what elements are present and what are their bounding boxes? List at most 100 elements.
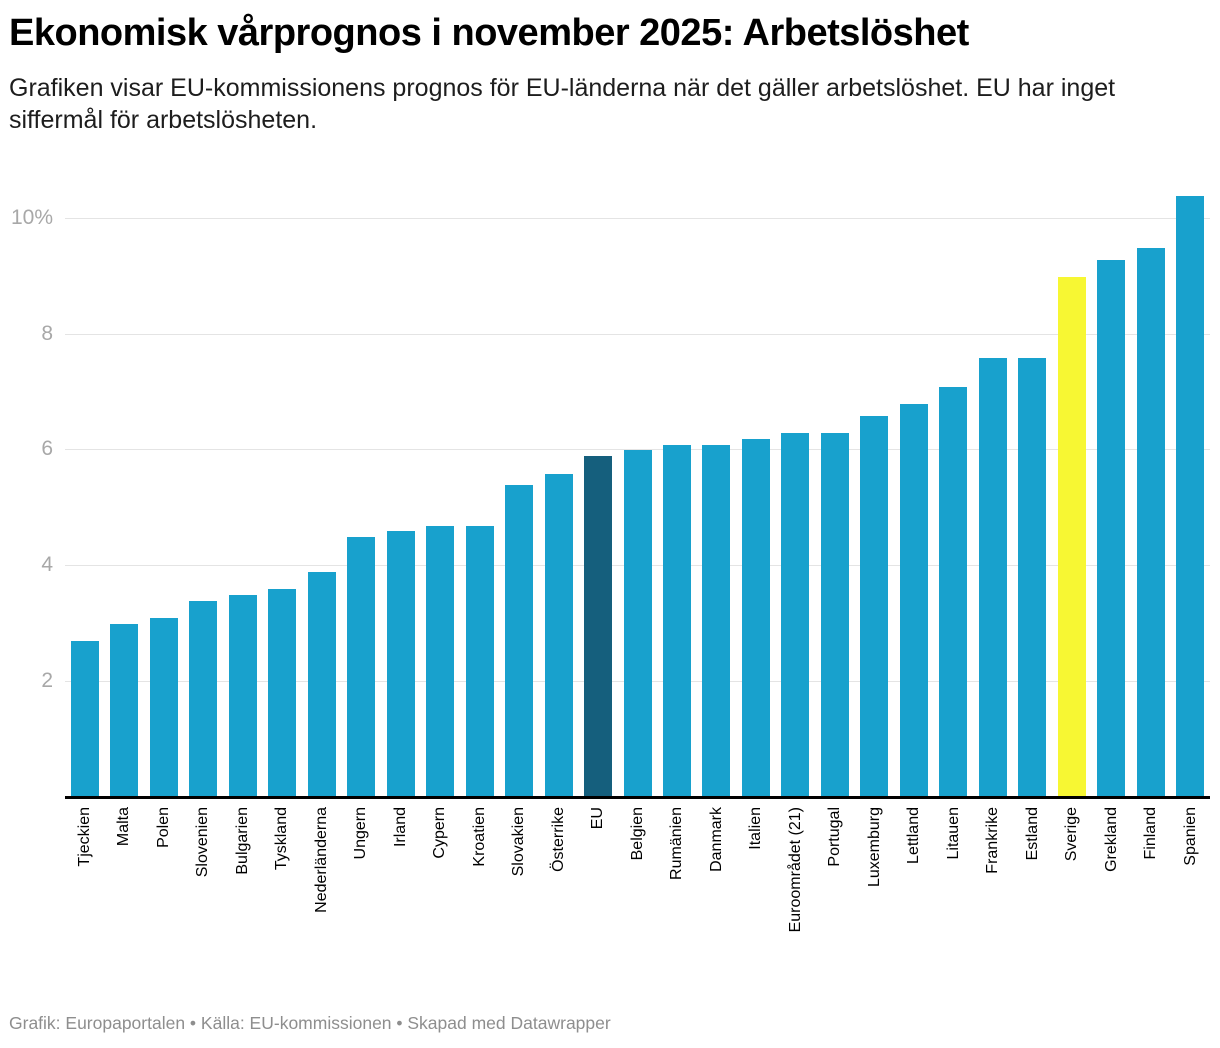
bar-estland[interactable] — [1018, 357, 1047, 798]
x-label-slot-irland: Irland — [381, 807, 420, 979]
bar-frankrike[interactable] — [978, 357, 1007, 798]
x-axis-label: Tyskland — [273, 806, 291, 870]
x-label-slot-kroatien: Kroatien — [460, 807, 499, 979]
bar-spanien[interactable] — [1176, 195, 1205, 798]
x-label-slot-portugal: Portugal — [815, 807, 854, 979]
x-axis-label: Bulgarien — [233, 806, 251, 875]
x-axis-label: Nederländerna — [312, 806, 330, 913]
x-axis-label: Lettland — [905, 806, 923, 864]
x-axis-label: Italien — [747, 806, 765, 850]
x-label-slot-slovakien: Slovakien — [499, 807, 538, 979]
bar-irland[interactable] — [386, 531, 415, 798]
y-axis-tick-label: 6 — [41, 437, 53, 461]
y-axis-tick-label: 4 — [41, 553, 53, 577]
x-label-slot-tjeckien: Tjeckien — [65, 807, 104, 979]
y-axis-tick-label: 8 — [41, 321, 53, 345]
x-label-slot-luxemburg: Luxemburg — [855, 807, 894, 979]
bar-slot-nederländerna — [302, 182, 341, 798]
x-axis-label: Kroatien — [470, 806, 488, 867]
bar-slot-grekland — [1092, 182, 1131, 798]
x-label-slot-nederländerna: Nederländerna — [302, 807, 341, 979]
x-label-slot-lettland: Lettland — [894, 807, 933, 979]
gridline-8: 8 — [41, 322, 1210, 345]
bar-slot-litauen — [934, 182, 973, 798]
bars-container — [65, 182, 1210, 798]
bar-ungern[interactable] — [347, 537, 376, 798]
bar-österrike[interactable] — [544, 473, 573, 798]
bar-slot-luxemburg — [855, 182, 894, 798]
bar-tyskland[interactable] — [268, 589, 297, 798]
x-label-slot-spanien: Spanien — [1171, 807, 1210, 979]
x-axis-label: Danmark — [707, 806, 725, 872]
x-label-slot-danmark: Danmark — [697, 807, 736, 979]
bar-slot-malta — [104, 182, 143, 798]
chart-area: 2 4 6 8 10% Tjeckien Malta Polen Slovenien Bulga… — [0, 182, 1220, 979]
bar-slot-euroområdet-21 — [776, 182, 815, 798]
x-axis-label: EU — [589, 806, 607, 829]
bar-litauen[interactable] — [939, 386, 968, 798]
x-label-slot-cypern: Cypern — [420, 807, 459, 979]
gridline-6: 6 — [41, 437, 1210, 460]
bar-luxemburg[interactable] — [860, 415, 889, 798]
bar-slovenien[interactable] — [189, 600, 218, 798]
x-axis-label: Finland — [1142, 806, 1160, 859]
x-axis-label: Slovakien — [510, 806, 528, 876]
x-axis-label: Ungern — [352, 806, 370, 859]
x-label-slot-litauen: Litauen — [934, 807, 973, 979]
x-axis-label: Polen — [154, 806, 172, 848]
bar-bulgarien[interactable] — [228, 595, 257, 798]
x-axis-label: Österrike — [549, 806, 567, 872]
plot-area: 2 4 6 8 10% — [11, 182, 1210, 799]
x-label-slot-belgien: Belgien — [618, 807, 657, 979]
x-axis-label: Malta — [115, 806, 133, 846]
x-axis-label: Sverige — [1063, 806, 1081, 861]
x-axis-label: Luxemburg — [865, 806, 883, 887]
bar-slot-cypern — [420, 182, 459, 798]
bar-polen[interactable] — [149, 618, 178, 798]
bar-nederländerna[interactable] — [307, 571, 336, 798]
bar-danmark[interactable] — [702, 444, 731, 798]
bar-cypern[interactable] — [426, 525, 455, 798]
bar-slot-irland — [381, 182, 420, 798]
bar-malta[interactable] — [110, 623, 139, 798]
bar-slot-ungern — [341, 182, 380, 798]
bar-slot-österrike — [539, 182, 578, 798]
bar-euroområdet-21[interactable] — [781, 433, 810, 798]
x-label-slot-finland: Finland — [1131, 807, 1170, 979]
bar-slovakien[interactable] — [505, 485, 534, 798]
bar-lettland[interactable] — [899, 404, 928, 798]
bar-slot-portugal — [815, 182, 854, 798]
x-axis-label: Euroområdet (21) — [786, 806, 804, 932]
x-axis-label: Rumänien — [668, 806, 686, 880]
bar-slot-belgien — [618, 182, 657, 798]
x-label-slot-tyskland: Tyskland — [262, 807, 301, 979]
x-axis-label: Grekland — [1102, 806, 1120, 872]
bar-belgien[interactable] — [623, 450, 652, 798]
x-label-slot-rumänien: Rumänien — [657, 807, 696, 979]
bar-tjeckien[interactable] — [70, 641, 99, 798]
x-axis-label: Tjeckien — [75, 806, 93, 867]
bar-slot-frankrike — [973, 182, 1012, 798]
x-axis-baseline — [65, 795, 1210, 799]
bar-kroatien[interactable] — [465, 525, 494, 798]
x-axis-label: Portugal — [826, 806, 844, 867]
x-label-slot-polen: Polen — [144, 807, 183, 979]
bar-eu[interactable] — [584, 456, 613, 798]
x-label-slot-österrike: Österrike — [539, 807, 578, 979]
bar-sverige[interactable] — [1057, 276, 1086, 798]
x-label-slot-malta: Malta — [104, 807, 143, 979]
bar-grekland[interactable] — [1097, 259, 1126, 798]
x-label-slot-italien: Italien — [736, 807, 775, 979]
bar-finland[interactable] — [1136, 247, 1165, 798]
x-label-slot-bulgarien: Bulgarien — [223, 807, 262, 979]
bar-italien[interactable] — [741, 438, 770, 798]
bar-slot-italien — [736, 182, 775, 798]
y-axis-tick-label: 10% — [10, 206, 53, 229]
x-axis-labels-row: Tjeckien Malta Polen Slovenien Bulgarien Tysk… — [65, 807, 1210, 979]
bar-portugal[interactable] — [820, 433, 849, 798]
bar-rumänien[interactable] — [663, 444, 691, 798]
x-label-slot-sverige: Sverige — [1052, 807, 1091, 979]
bar-slot-eu — [578, 182, 617, 798]
gridline-10: 10% — [11, 206, 1210, 229]
